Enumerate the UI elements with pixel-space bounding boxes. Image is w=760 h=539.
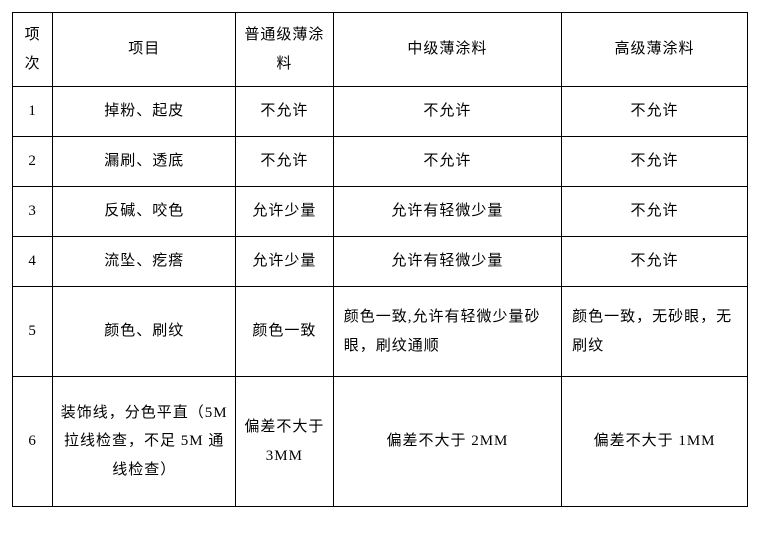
table-row: 2 漏刷、透底 不允许 不允许 不允许	[13, 137, 748, 187]
cell-normal: 偏差不大于 3MM	[236, 377, 334, 507]
cell-index: 6	[13, 377, 53, 507]
cell-item: 装饰线，分色平直（5M 拉线检查，不足 5M 通线检查）	[53, 377, 236, 507]
cell-mid: 颜色一致,允许有轻微少量砂眼，刷纹通顺	[333, 287, 561, 377]
header-item: 项目	[53, 13, 236, 87]
cell-item: 颜色、刷纹	[53, 287, 236, 377]
cell-high: 不允许	[562, 237, 748, 287]
cell-index: 5	[13, 287, 53, 377]
cell-high: 偏差不大于 1MM	[562, 377, 748, 507]
cell-normal: 不允许	[236, 87, 334, 137]
cell-mid: 偏差不大于 2MM	[333, 377, 561, 507]
cell-item: 流坠、疙瘩	[53, 237, 236, 287]
cell-index: 3	[13, 187, 53, 237]
cell-normal: 颜色一致	[236, 287, 334, 377]
cell-mid: 不允许	[333, 137, 561, 187]
header-index: 项次	[13, 13, 53, 87]
table-row: 6 装饰线，分色平直（5M 拉线检查，不足 5M 通线检查） 偏差不大于 3MM…	[13, 377, 748, 507]
table-header-row: 项次 项目 普通级薄涂料 中级薄涂料 高级薄涂料	[13, 13, 748, 87]
cell-mid: 允许有轻微少量	[333, 237, 561, 287]
cell-normal: 不允许	[236, 137, 334, 187]
cell-mid: 不允许	[333, 87, 561, 137]
spec-table: 项次 项目 普通级薄涂料 中级薄涂料 高级薄涂料 1 掉粉、起皮 不允许 不允许…	[12, 12, 748, 507]
cell-item: 漏刷、透底	[53, 137, 236, 187]
cell-mid: 允许有轻微少量	[333, 187, 561, 237]
cell-item: 反碱、咬色	[53, 187, 236, 237]
cell-high: 颜色一致，无砂眼，无刷纹	[562, 287, 748, 377]
cell-high: 不允许	[562, 187, 748, 237]
cell-item: 掉粉、起皮	[53, 87, 236, 137]
cell-normal: 允许少量	[236, 187, 334, 237]
header-normal: 普通级薄涂料	[236, 13, 334, 87]
cell-index: 1	[13, 87, 53, 137]
table-row: 3 反碱、咬色 允许少量 允许有轻微少量 不允许	[13, 187, 748, 237]
table-row: 4 流坠、疙瘩 允许少量 允许有轻微少量 不允许	[13, 237, 748, 287]
cell-normal: 允许少量	[236, 237, 334, 287]
header-high: 高级薄涂料	[562, 13, 748, 87]
cell-index: 2	[13, 137, 53, 187]
cell-index: 4	[13, 237, 53, 287]
table-row: 1 掉粉、起皮 不允许 不允许 不允许	[13, 87, 748, 137]
table-row: 5 颜色、刷纹 颜色一致 颜色一致,允许有轻微少量砂眼，刷纹通顺 颜色一致，无砂…	[13, 287, 748, 377]
header-mid: 中级薄涂料	[333, 13, 561, 87]
cell-high: 不允许	[562, 137, 748, 187]
cell-high: 不允许	[562, 87, 748, 137]
